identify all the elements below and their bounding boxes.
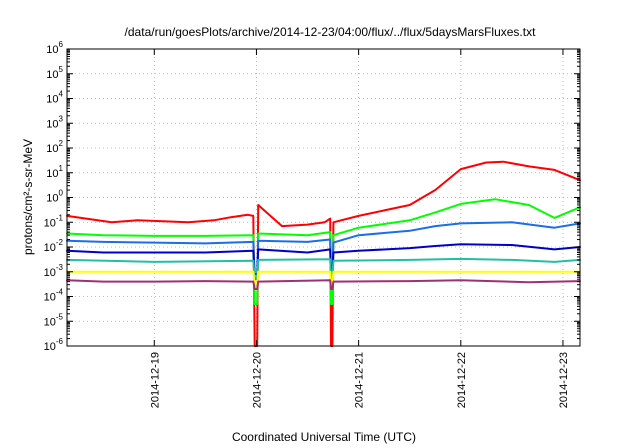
y-tick-labels: 10-610-510-410-310-210-11001011021031041… xyxy=(44,40,64,353)
series-line-7 xyxy=(66,279,581,290)
y-tick-exponent: 4 xyxy=(59,90,64,99)
y-tick-label: 10-5 xyxy=(44,312,64,328)
series-line-5 xyxy=(66,257,581,279)
y-tick-label: 10-3 xyxy=(44,263,64,279)
x-tick-label: 2014-12-22 xyxy=(456,352,468,408)
y-tick-exponent: -3 xyxy=(56,263,64,272)
x-tick-label: 2014-12-19 xyxy=(149,352,161,408)
x-tick-labels: 2014-12-19 2014-12-20 2014-12-21 2014-12-22… xyxy=(149,352,570,408)
series-line-6 xyxy=(66,270,581,286)
grid xyxy=(67,49,580,346)
y-tick-label: 101 xyxy=(46,164,63,180)
y-tick-exponent: 2 xyxy=(59,139,64,148)
y-tick-exponent: 3 xyxy=(59,114,64,123)
y-tick-label: 10-6 xyxy=(44,337,64,353)
y-tick-exponent: -4 xyxy=(56,288,64,297)
y-tick-exponent: 5 xyxy=(59,65,64,74)
y-tick-exponent: 0 xyxy=(59,189,64,198)
y-tick-label: 106 xyxy=(46,40,63,56)
series-line-1 xyxy=(66,160,581,347)
y-tick-exponent: -6 xyxy=(56,337,64,346)
y-tick-exponent: -2 xyxy=(56,238,64,247)
y-tick-label: 103 xyxy=(46,114,63,130)
y-tick-label: 10-4 xyxy=(44,288,64,304)
chart-title: /data/run/goesPlots/archive/2014-12-23/0… xyxy=(125,25,537,39)
y-tick-label: 105 xyxy=(46,65,63,81)
y-tick-label: 104 xyxy=(46,90,63,106)
y-tick-exponent: 1 xyxy=(59,164,64,173)
y-tick-label: 100 xyxy=(46,189,63,205)
y-tick-label: 10-1 xyxy=(44,213,64,229)
y-axis-label: protons/cm²-s-sr-MeV xyxy=(21,139,35,255)
y-tick-label: 10-2 xyxy=(44,238,64,254)
y-tick-exponent: 6 xyxy=(59,40,64,49)
x-tick-label: 2014-12-23 xyxy=(558,352,570,408)
y-tick-exponent: -5 xyxy=(56,312,64,321)
x-axis-label: Coordinated Universal Time (UTC) xyxy=(232,430,416,444)
y-tick-label: 102 xyxy=(46,139,63,155)
axis-ticks xyxy=(67,48,580,347)
y-tick-exponent: -1 xyxy=(56,213,64,222)
series-lines xyxy=(66,160,581,347)
x-tick-label: 2014-12-21 xyxy=(354,352,366,408)
x-tick-label: 2014-12-20 xyxy=(251,352,263,408)
series-line-2 xyxy=(66,198,581,305)
